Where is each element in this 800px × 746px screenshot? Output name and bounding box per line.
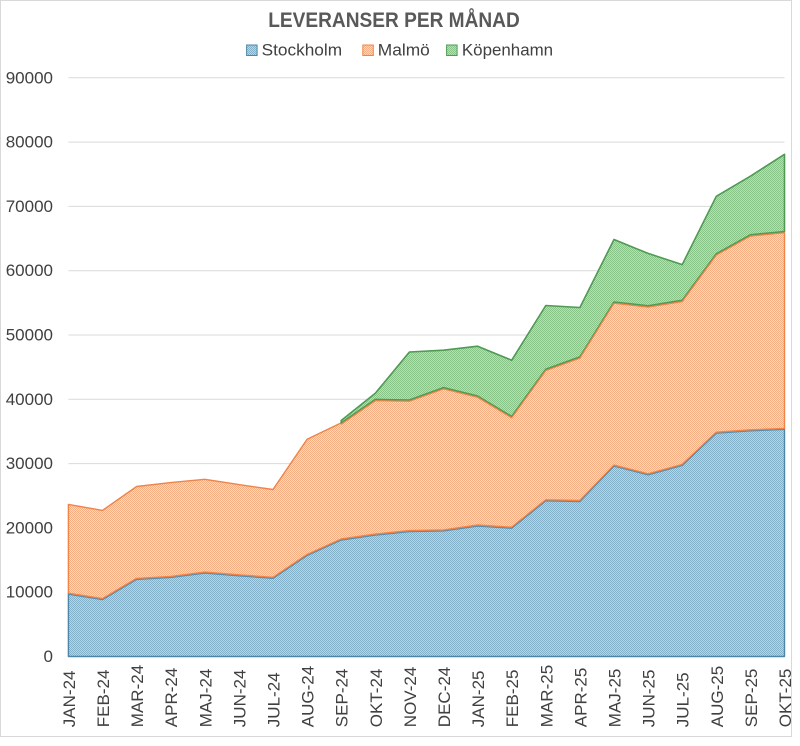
svg-text:80000: 80000 <box>6 133 53 152</box>
svg-text:SEP-25: SEP-25 <box>742 669 761 728</box>
svg-text:NOV-24: NOV-24 <box>401 667 420 727</box>
svg-text:0: 0 <box>44 647 53 666</box>
svg-text:MAR-24: MAR-24 <box>128 665 147 727</box>
svg-text:JAN-25: JAN-25 <box>469 671 488 728</box>
svg-text:Köpenhamn: Köpenhamn <box>462 41 553 60</box>
svg-text:AUG-24: AUG-24 <box>299 666 318 727</box>
svg-text:JUL-25: JUL-25 <box>674 672 693 727</box>
svg-text:20000: 20000 <box>6 518 53 537</box>
svg-text:40000: 40000 <box>6 390 53 409</box>
svg-text:OKT-25: OKT-25 <box>776 669 795 728</box>
svg-text:JUL-24: JUL-24 <box>265 672 284 727</box>
svg-text:MAR-25: MAR-25 <box>537 665 556 727</box>
svg-text:AUG-25: AUG-25 <box>708 666 727 727</box>
svg-text:APR-24: APR-24 <box>162 668 181 728</box>
svg-text:Malmö: Malmö <box>378 41 430 60</box>
svg-text:FEB-24: FEB-24 <box>94 670 113 728</box>
svg-text:DEC-24: DEC-24 <box>435 667 454 727</box>
svg-text:70000: 70000 <box>6 197 53 216</box>
svg-text:90000: 90000 <box>6 68 53 87</box>
svg-text:JUN-25: JUN-25 <box>640 670 659 728</box>
svg-text:10000: 10000 <box>6 583 53 602</box>
svg-text:JAN-24: JAN-24 <box>60 671 79 728</box>
svg-text:50000: 50000 <box>6 326 53 345</box>
svg-text:JUN-24: JUN-24 <box>230 670 249 728</box>
svg-text:FEB-25: FEB-25 <box>503 670 522 728</box>
svg-text:60000: 60000 <box>6 261 53 280</box>
svg-text:MAJ-24: MAJ-24 <box>196 669 215 728</box>
svg-text:APR-25: APR-25 <box>571 668 590 728</box>
svg-text:30000: 30000 <box>6 454 53 473</box>
svg-text:MAJ-25: MAJ-25 <box>606 669 625 728</box>
svg-text:Stockholm: Stockholm <box>262 41 343 60</box>
svg-text:SEP-24: SEP-24 <box>333 669 352 728</box>
svg-text:LEVERANSER PER MÅNAD: LEVERANSER PER MÅNAD <box>268 8 520 32</box>
svg-text:OKT-24: OKT-24 <box>367 669 386 728</box>
